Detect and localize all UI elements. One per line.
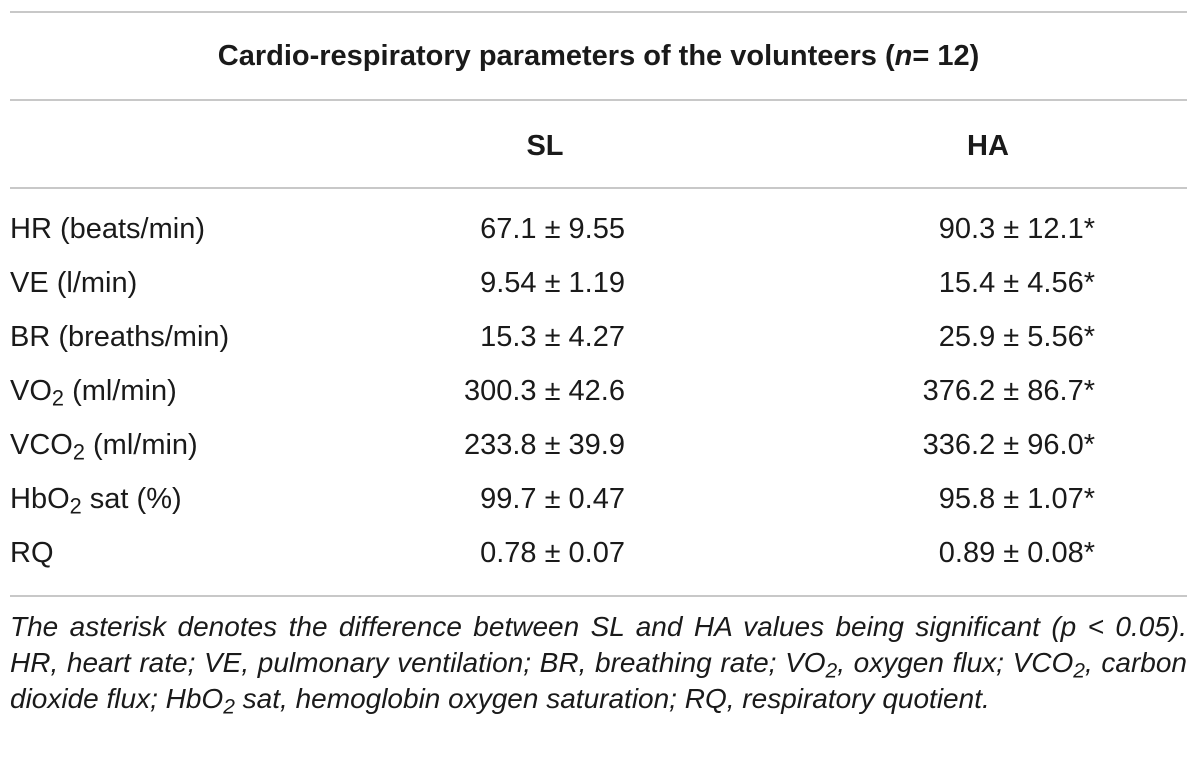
cell-ha: 0.89 ± 0.08*	[938, 537, 1095, 569]
row-label-main: HbO	[10, 483, 70, 515]
footnote-sub-2: 2	[1073, 659, 1085, 683]
row-label: VCO2 (ml/min)	[10, 429, 198, 465]
cell-sl: 300.3 ± 42.6	[463, 375, 625, 407]
row-label-main: HR (beats/min)	[10, 213, 205, 245]
table-footnote: The asterisk denotes the difference betw…	[10, 597, 1187, 717]
table-title: Cardio-respiratory parameters of the vol…	[10, 13, 1187, 99]
cell-ha: 15.4 ± 4.56*	[938, 267, 1095, 299]
row-label-main: RQ	[10, 537, 54, 569]
row-label-rest: (ml/min)	[84, 429, 198, 461]
row-label-subscript: 2	[69, 493, 82, 519]
cell-ha: 90.3 ± 12.1*	[938, 213, 1095, 245]
row-label-subscript: 2	[51, 385, 65, 411]
row-label-main: BR (breaths/min)	[10, 321, 230, 353]
cell-ha: 336.2 ± 96.0*	[922, 429, 1095, 461]
title-rule	[10, 99, 1187, 101]
table-row: VE (l/min) 9.54 ± 1.19 15.4 ± 4.56*	[10, 257, 1187, 311]
table-row: HR (beats/min) 67.1 ± 9.55 90.3 ± 12.1*	[10, 203, 1187, 257]
cell-ha: 95.8 ± 1.07*	[938, 483, 1095, 515]
column-header-row: SL HA	[10, 101, 1187, 187]
row-label-rest: sat (%)	[81, 483, 182, 515]
cell-ha: 376.2 ± 86.7*	[922, 375, 1095, 407]
cell-sl: 67.1 ± 9.55	[480, 213, 625, 245]
cell-sl: 0.78 ± 0.07	[480, 537, 625, 569]
cell-sl: 15.3 ± 4.27	[480, 321, 625, 353]
row-label-rest: (ml/min)	[64, 375, 177, 407]
footnote-part-4: sat, hemoglobin oxygen saturation; RQ, r…	[234, 683, 990, 714]
row-label-main: VCO	[10, 429, 73, 461]
table-title-text: Cardio-respiratory parameters of the vol…	[217, 39, 895, 72]
row-label: RQ	[10, 537, 54, 570]
footnote-sub-1: 2	[825, 659, 838, 683]
table-row: BR (breaths/min) 15.3 ± 4.27 25.9 ± 5.56*	[10, 311, 1187, 365]
row-label: BR (breaths/min)	[10, 321, 229, 354]
bottom-rule	[10, 595, 1187, 597]
row-label-subscript: 2	[72, 439, 85, 465]
header-rule	[10, 187, 1187, 189]
column-header-sl: SL	[526, 130, 564, 162]
cell-ha: 25.9 ± 5.56*	[938, 321, 1095, 353]
footnote-part-1: The asterisk denotes the difference betw…	[10, 611, 1187, 678]
top-rule	[10, 11, 1187, 13]
footnote-sub-3: 2	[223, 695, 235, 719]
row-label: VE (l/min)	[10, 267, 137, 300]
table-row: VCO2 (ml/min) 233.8 ± 39.9 336.2 ± 96.0*	[10, 419, 1187, 473]
footnote-part-3: , carbon dioxide flux; HbO	[10, 647, 1187, 714]
table-title-n: n	[894, 39, 913, 72]
column-header-ha: HA	[967, 130, 1009, 162]
table-row: VO2 (ml/min) 300.3 ± 42.6 376.2 ± 86.7*	[10, 365, 1187, 419]
row-label-main: VO	[10, 375, 52, 407]
row-label-main: VE (l/min)	[10, 267, 138, 299]
row-label: VO2 (ml/min)	[10, 375, 177, 411]
table-row: RQ 0.78 ± 0.07 0.89 ± 0.08*	[10, 527, 1187, 581]
data-table: Cardio-respiratory parameters of the vol…	[10, 11, 1187, 717]
table-body: HR (beats/min) 67.1 ± 9.55 90.3 ± 12.1* VE …	[10, 189, 1187, 595]
cell-sl: 9.54 ± 1.19	[480, 267, 625, 299]
row-label: HR (beats/min)	[10, 213, 205, 246]
row-label: HbO2 sat (%)	[10, 483, 182, 519]
table-title-end: = 12)	[912, 39, 980, 72]
footnote-part-2: , oxygen flux; VCO	[837, 647, 1074, 678]
cell-sl: 233.8 ± 39.9	[463, 429, 625, 461]
table-row: HbO2 sat (%) 99.7 ± 0.47 95.8 ± 1.07*	[10, 473, 1187, 527]
cell-sl: 99.7 ± 0.47	[480, 483, 625, 515]
